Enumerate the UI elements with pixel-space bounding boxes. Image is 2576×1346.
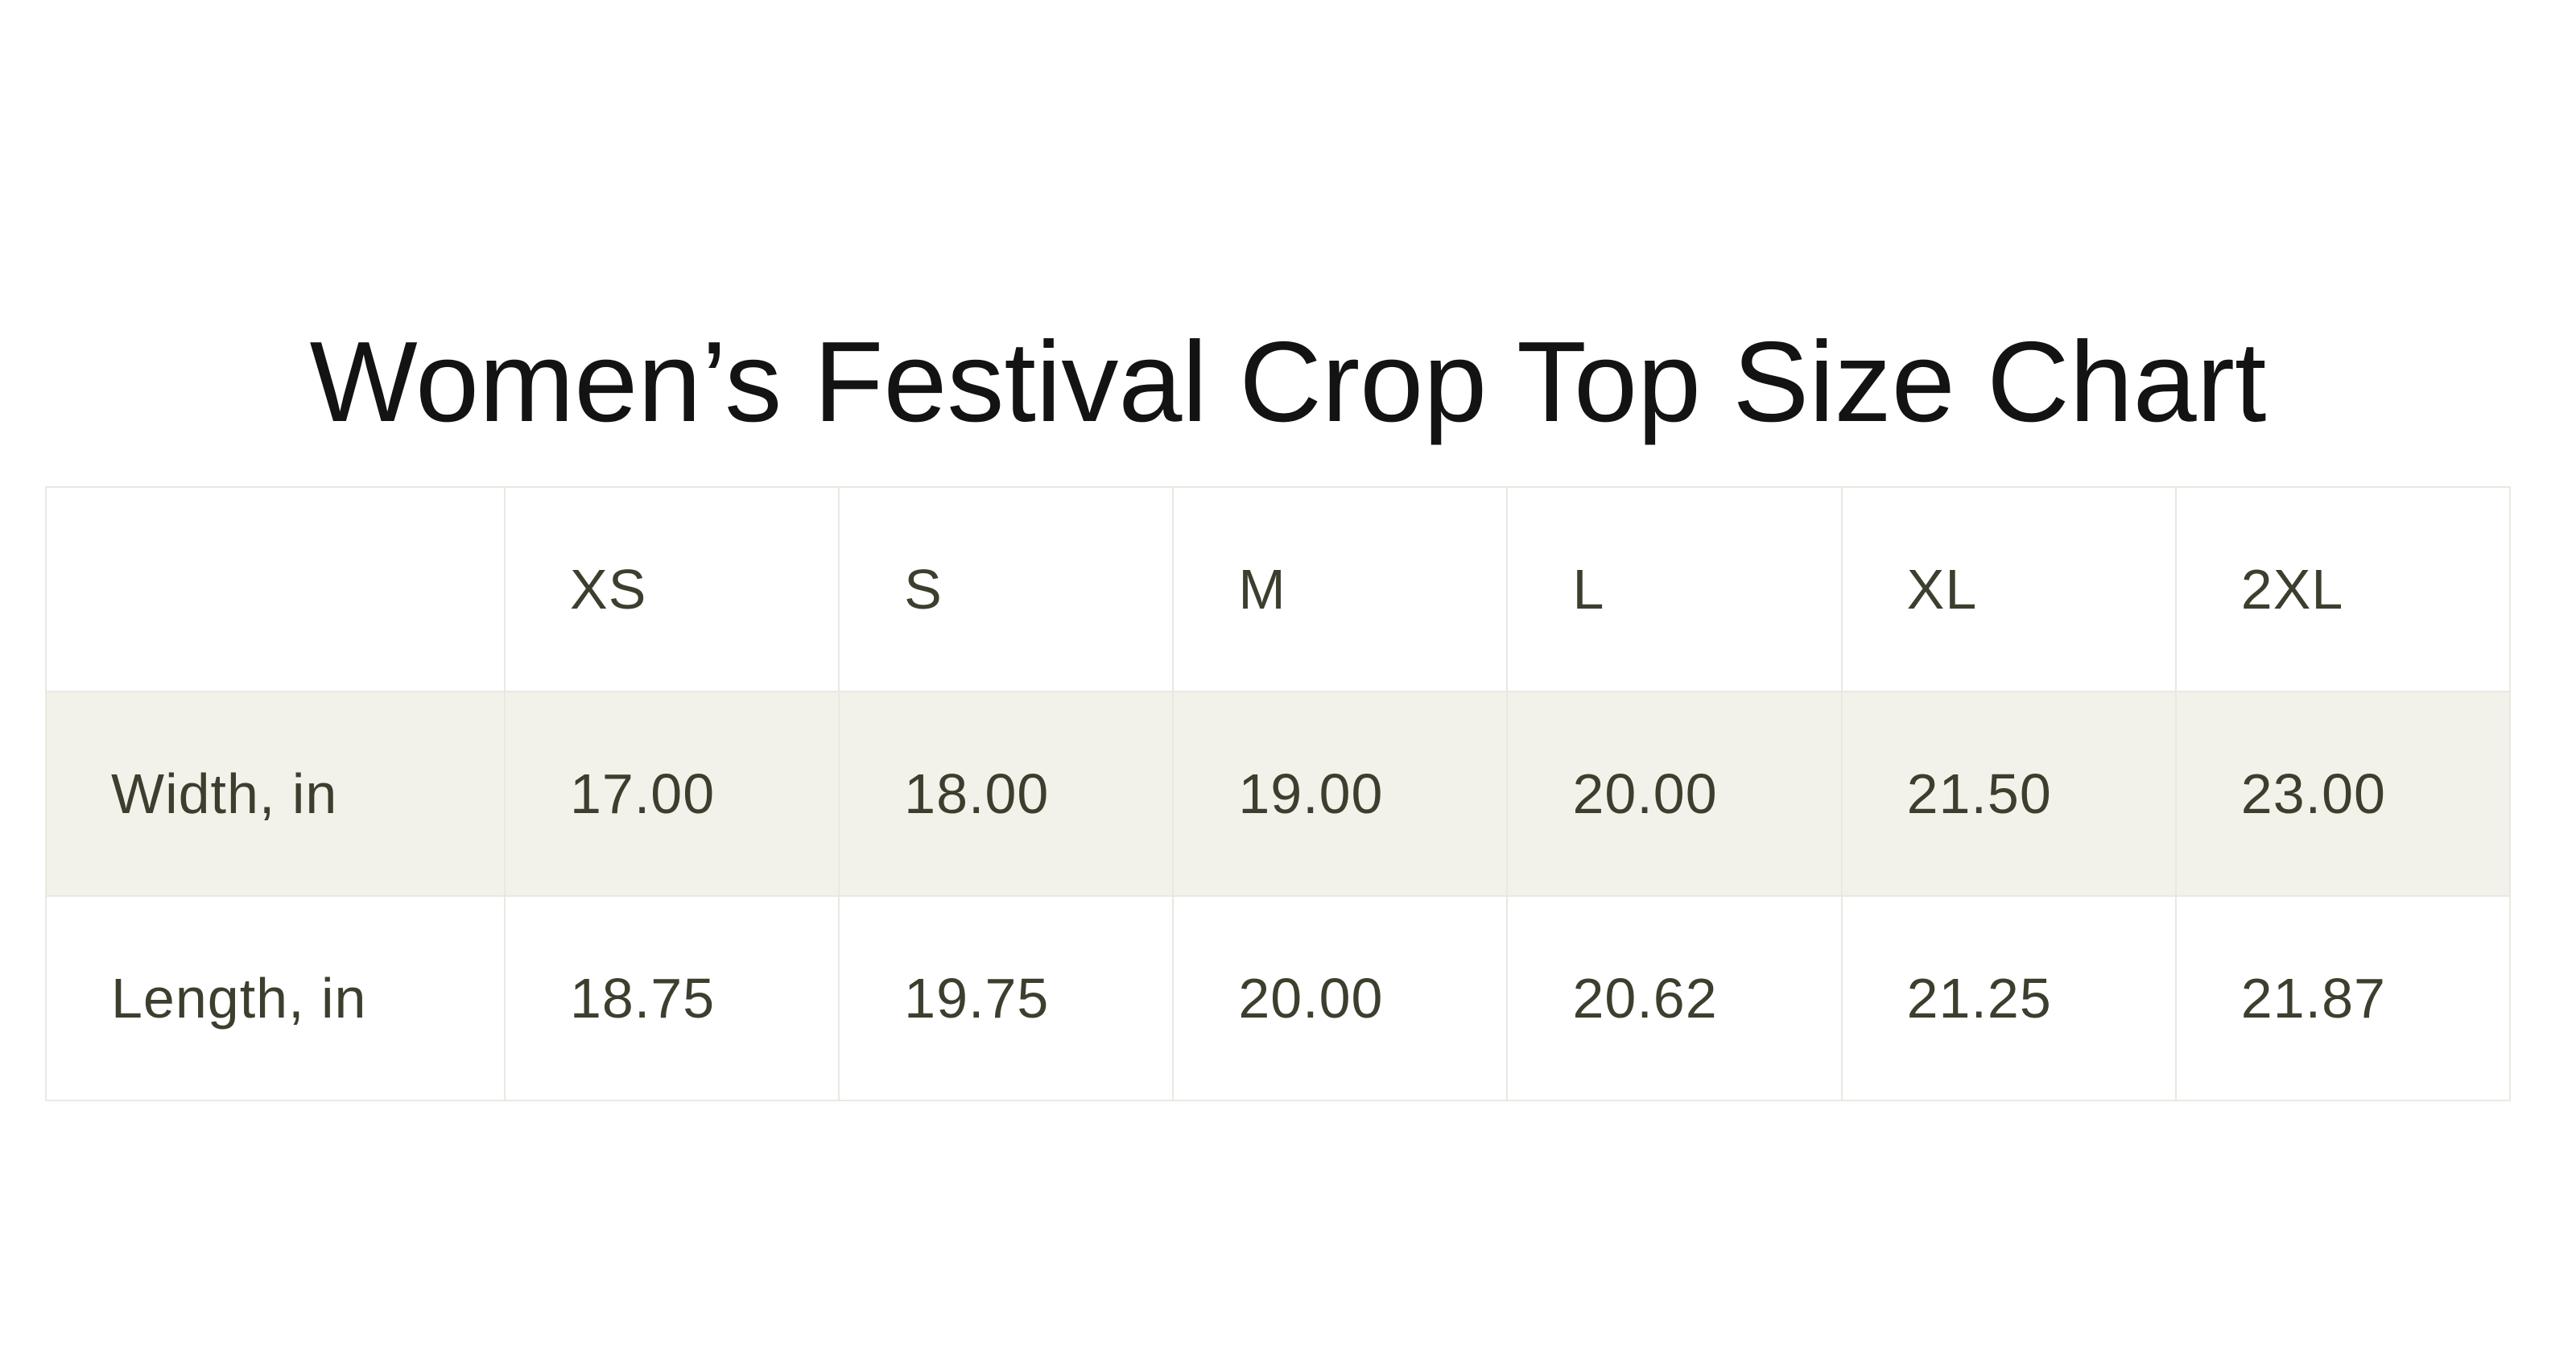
- length-value-xs: 18.75: [503, 895, 840, 1101]
- size-chart: XS S M L XL 2XL Width, in 17.00 18.00 19…: [45, 486, 2512, 1101]
- table-row-length: Length, in 18.75 19.75 20.00 20.62 21.25…: [45, 895, 2512, 1101]
- header-cell-l: L: [1506, 486, 1843, 692]
- table-row-width: Width, in 17.00 18.00 19.00 20.00 21.50 …: [45, 691, 2512, 897]
- header-cell-xl: XL: [1840, 486, 2177, 692]
- size-chart-table: XS S M L XL 2XL Width, in 17.00 18.00 19…: [45, 486, 2512, 1101]
- length-value-m: 20.00: [1172, 895, 1509, 1101]
- length-value-s: 19.75: [838, 895, 1174, 1101]
- row-label-length: Length, in: [45, 895, 506, 1101]
- page-title: Women’s Festival Crop Top Size Chart: [309, 318, 2267, 447]
- row-label-width: Width, in: [45, 691, 506, 897]
- width-value-xs: 17.00: [503, 691, 840, 897]
- length-value-xl: 21.25: [1840, 895, 2177, 1101]
- width-value-s: 18.00: [838, 691, 1174, 897]
- header-cell-s: S: [838, 486, 1174, 692]
- width-value-xl: 21.50: [1840, 691, 2177, 897]
- length-value-l: 20.62: [1506, 895, 1843, 1101]
- width-value-l: 20.00: [1506, 691, 1843, 897]
- header-cell-m: M: [1172, 486, 1509, 692]
- width-value-m: 19.00: [1172, 691, 1509, 897]
- header-cell-blank: [45, 486, 506, 692]
- header-cell-2xl: 2XL: [2174, 486, 2512, 692]
- width-value-2xl: 23.00: [2174, 691, 2512, 897]
- header-cell-xs: XS: [503, 486, 840, 692]
- table-header-row: XS S M L XL 2XL: [45, 486, 2512, 692]
- length-value-2xl: 21.87: [2174, 895, 2512, 1101]
